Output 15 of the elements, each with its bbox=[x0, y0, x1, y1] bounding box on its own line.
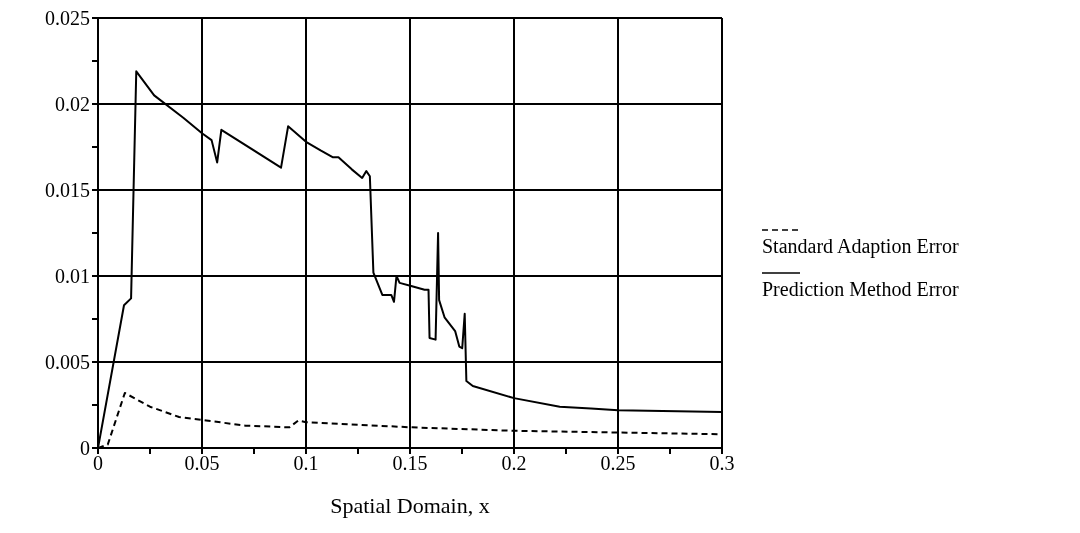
x-tick-label: 0.3 bbox=[709, 452, 735, 475]
y-tick-label: 0.025 bbox=[45, 7, 90, 30]
x-tick-label: 0.1 bbox=[293, 452, 319, 475]
x-tick-label: 0.2 bbox=[501, 452, 527, 475]
x-tick-label: 0.05 bbox=[184, 452, 220, 475]
x-tick-label: 0.15 bbox=[392, 452, 428, 475]
y-tick-label: 0.01 bbox=[55, 265, 90, 288]
legend-label: Standard Adaption Error bbox=[762, 235, 960, 258]
y-tick-label: 0.005 bbox=[45, 351, 90, 374]
legend-label: Prediction Method Error bbox=[762, 278, 960, 301]
x-tick-label: 0.25 bbox=[600, 452, 636, 475]
y-tick-label: 0 bbox=[80, 437, 90, 460]
y-tick-label: 0.015 bbox=[45, 179, 90, 202]
x-axis-title: Spatial Domain, x bbox=[330, 493, 490, 518]
y-tick-label: 0.02 bbox=[55, 93, 90, 116]
